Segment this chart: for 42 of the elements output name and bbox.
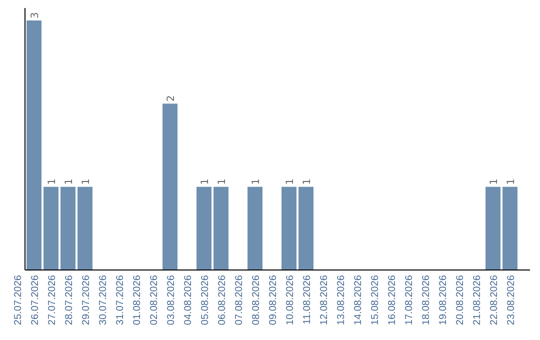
x-tick-label: 22.08.2026 <box>489 274 500 326</box>
x-tick-label: 10.08.2026 <box>285 274 296 326</box>
data-label: 1 <box>302 178 313 185</box>
x-tick-label: 31.07.2026 <box>115 274 126 326</box>
x-tick-label: 01.08.2026 <box>132 274 143 326</box>
x-tick-label: 06.08.2026 <box>217 274 228 326</box>
data-label: 1 <box>64 178 75 185</box>
x-tick-label: 09.08.2026 <box>268 274 279 326</box>
x-tick-label: 14.08.2026 <box>353 274 364 326</box>
data-label: 1 <box>489 178 500 185</box>
x-tick-label: 25.07.2026 <box>13 274 24 326</box>
x-tick-label: 28.07.2026 <box>64 274 75 326</box>
data-label: 3 <box>30 12 41 18</box>
x-tick-label: 03.08.2026 <box>166 274 177 326</box>
x-tick-label: 26.07.2026 <box>30 274 41 326</box>
x-tick-label: 30.07.2026 <box>98 274 109 326</box>
x-tick-label: 07.08.2026 <box>234 274 245 326</box>
x-tick-label: 23.08.2026 <box>506 274 517 326</box>
data-label: 1 <box>200 178 211 185</box>
x-tick-label: 27.07.2026 <box>47 274 58 326</box>
data-label: 2 <box>166 95 177 102</box>
data-label: 1 <box>81 178 92 185</box>
x-tick-label: 13.08.2026 <box>336 274 347 326</box>
x-tick-label: 19.08.2026 <box>438 274 449 326</box>
x-tick-label: 17.08.2026 <box>404 274 415 326</box>
x-tick-label: 12.08.2026 <box>319 274 330 326</box>
x-tick-label: 21.08.2026 <box>472 274 483 326</box>
x-tick-label: 04.08.2026 <box>183 274 194 326</box>
x-tick-label: 02.08.2026 <box>149 274 160 326</box>
data-label: 1 <box>251 178 262 185</box>
x-tick-label: 08.08.2026 <box>251 274 262 326</box>
data-label: 1 <box>285 178 296 185</box>
data-label: 1 <box>47 178 58 185</box>
data-label: 1 <box>506 178 517 185</box>
x-tick-label: 05.08.2026 <box>200 274 211 326</box>
x-tick-label: 16.08.2026 <box>387 274 398 326</box>
x-tick-label: 20.08.2026 <box>455 274 466 326</box>
x-tick-label: 29.07.2026 <box>81 274 92 326</box>
x-tick-label: 15.08.2026 <box>370 274 381 326</box>
data-label: 1 <box>217 178 228 185</box>
x-tick-label: 11.08.2026 <box>302 274 313 324</box>
x-tick-label: 18.08.2026 <box>421 274 432 326</box>
